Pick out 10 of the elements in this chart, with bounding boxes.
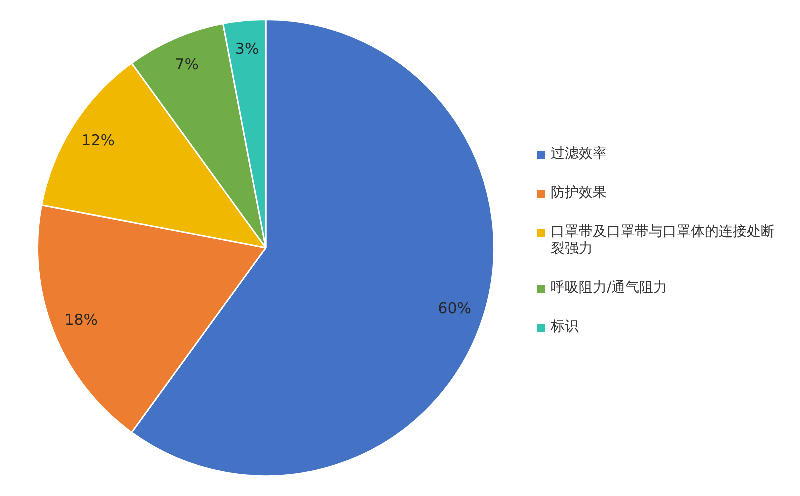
data-label: 7% bbox=[175, 56, 200, 74]
data-label: 60% bbox=[438, 299, 472, 318]
data-label: 3% bbox=[235, 40, 260, 58]
data-label: 12% bbox=[82, 131, 116, 150]
legend-label: 过滤效率 bbox=[551, 146, 607, 163]
legend-label: 防护效果 bbox=[551, 185, 607, 202]
legend-label: 口罩带及口罩带与口罩体的连接处断裂强力 bbox=[551, 224, 776, 258]
data-label: 18% bbox=[64, 310, 98, 329]
legend-label: 呼吸阻力/通气阻力 bbox=[551, 280, 668, 297]
legend-label: 标识 bbox=[551, 319, 579, 336]
